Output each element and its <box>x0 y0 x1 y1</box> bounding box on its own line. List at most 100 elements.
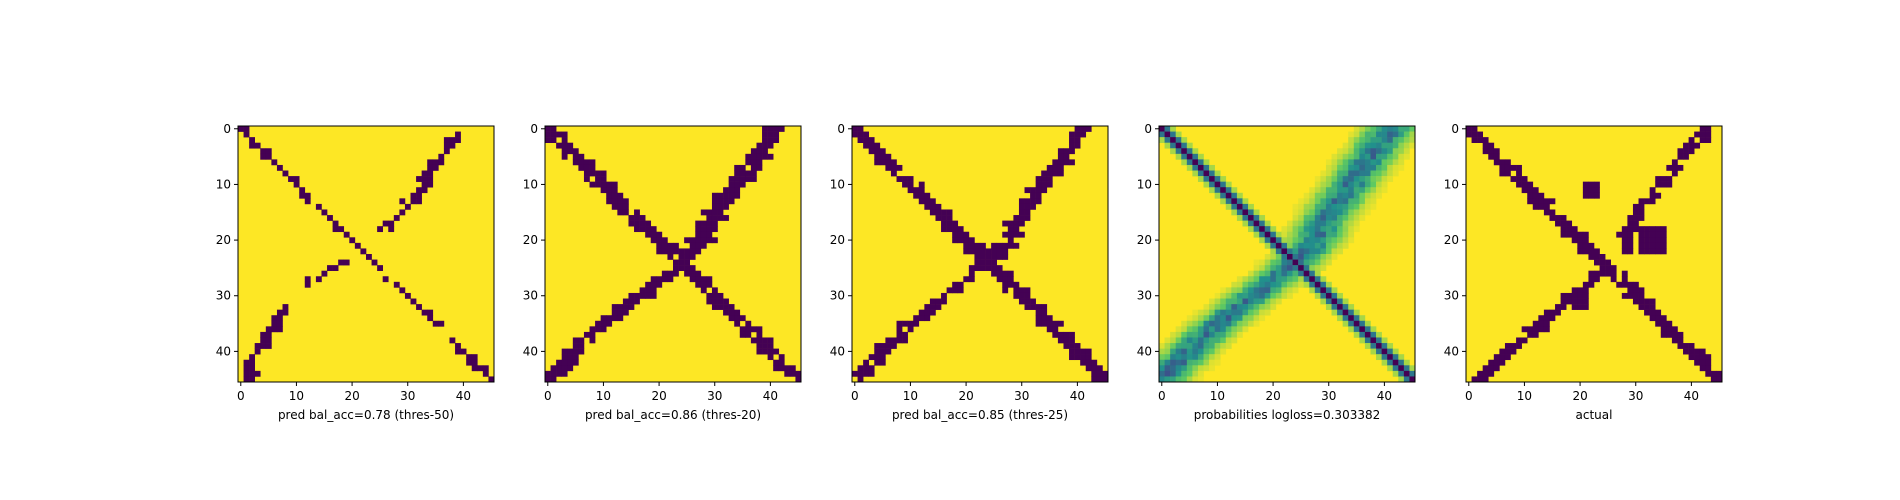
heatmap-cell <box>1370 142 1377 149</box>
heatmap-cell <box>1253 292 1260 299</box>
x-axis-label: pred bal_acc=0.86 (thres-20) <box>585 408 761 422</box>
heatmap-cell <box>1063 337 1070 344</box>
heatmap-cell <box>1320 203 1327 210</box>
heatmap-cell <box>1510 348 1517 355</box>
heatmap-cell <box>1069 343 1075 349</box>
heatmap-cell <box>784 370 791 377</box>
heatmap-cell <box>678 265 685 271</box>
heatmap-cell <box>717 192 724 199</box>
heatmap-cell <box>421 181 428 188</box>
heatmap-cell <box>1381 164 1388 171</box>
heatmap-cell <box>1074 142 1081 149</box>
heatmap-cell <box>1325 248 1332 255</box>
heatmap-cell <box>1337 248 1343 255</box>
heatmap-cell <box>1392 142 1399 149</box>
heatmap-cell <box>1298 198 1304 205</box>
heatmap-cell <box>639 287 646 294</box>
heatmap-cell <box>1560 304 1567 310</box>
heatmap-cell <box>728 315 735 322</box>
heatmap-cell <box>1705 370 1712 377</box>
heatmap-cell <box>1220 343 1227 349</box>
heatmap-cell <box>706 215 713 221</box>
heatmap-cell <box>1627 287 1634 294</box>
heatmap-cell <box>739 326 746 333</box>
heatmap-cell <box>1309 276 1316 283</box>
heatmap-cell <box>1477 131 1483 138</box>
heatmap-cell <box>561 142 568 149</box>
heatmap-cell <box>1231 203 1238 210</box>
heatmap-cell <box>700 276 707 283</box>
heatmap-cell <box>1309 209 1316 216</box>
heatmap-cell <box>1348 304 1355 310</box>
heatmap-cell <box>863 131 869 138</box>
heatmap-cell <box>1364 337 1371 344</box>
heatmap-cell <box>980 254 986 260</box>
heatmap-cell <box>567 365 574 372</box>
heatmap-cell <box>1482 376 1489 383</box>
heatmap-cell <box>583 159 590 166</box>
heatmap-cell <box>1225 326 1232 333</box>
heatmap-cell <box>1309 287 1316 294</box>
x-axis-label: pred bal_acc=0.78 (thres-50) <box>278 408 454 422</box>
heatmap-cell <box>1621 231 1628 238</box>
heatmap-cell <box>1337 220 1343 227</box>
heatmap-cell <box>1348 159 1355 166</box>
heatmap-cell <box>1353 320 1360 327</box>
heatmap-cell <box>254 142 261 149</box>
heatmap-cell <box>1671 170 1678 177</box>
heatmap-cell <box>1527 198 1534 205</box>
heatmap-cell <box>1331 231 1338 238</box>
heatmap-cell <box>1571 231 1578 238</box>
heatmap-cell <box>572 354 579 361</box>
heatmap-cell <box>1309 215 1316 221</box>
heatmap-cell <box>1387 159 1394 166</box>
x-axis-label: pred bal_acc=0.85 (thres-25) <box>892 408 1068 422</box>
heatmap-cell <box>1046 326 1053 333</box>
heatmap-cell <box>645 292 652 299</box>
heatmap-cell <box>1538 315 1545 322</box>
heatmap-cell <box>1186 348 1193 355</box>
heatmap-cell <box>1660 248 1667 255</box>
heatmap-cell <box>1314 181 1321 188</box>
heatmap-cell <box>1353 309 1360 316</box>
heatmap-cell <box>634 215 640 221</box>
heatmap-cell <box>1588 281 1595 288</box>
heatmap-cell <box>868 137 875 143</box>
heatmap-cell <box>879 348 886 355</box>
heatmap-cell <box>1248 304 1254 310</box>
heatmap-cell <box>874 343 881 349</box>
heatmap-cell <box>1516 176 1522 182</box>
heatmap-cell <box>338 259 345 266</box>
heatmap-cell <box>1314 176 1321 182</box>
heatmap-cell <box>1248 309 1254 316</box>
heatmap-cell <box>1577 298 1584 305</box>
heatmap-cell <box>1192 343 1199 349</box>
heatmap-cell <box>1348 164 1355 171</box>
heatmap-cell <box>1325 292 1332 299</box>
heatmap-cell <box>1209 365 1215 372</box>
heatmap-cell <box>890 170 897 177</box>
heatmap-cell <box>1392 148 1399 155</box>
heatmap-cell <box>1392 170 1399 177</box>
heatmap-cell <box>299 192 306 199</box>
heatmap-cell <box>1504 164 1511 171</box>
heatmap-cell <box>1203 354 1210 361</box>
heatmap-cell <box>1225 298 1232 305</box>
heatmap-cell <box>1342 176 1349 182</box>
heatmap-cell <box>700 281 707 288</box>
heatmap-cell <box>622 309 629 316</box>
heatmap-cell <box>1621 242 1628 249</box>
heatmap-cell <box>1364 343 1371 349</box>
heatmap-cell <box>941 220 947 227</box>
heatmap-cell <box>1482 142 1489 149</box>
heatmap-cell <box>343 231 350 238</box>
heatmap-cell <box>1387 365 1394 372</box>
heatmap-cell <box>857 137 864 143</box>
heatmap-cell <box>427 164 434 171</box>
heatmap-cell <box>1359 148 1366 155</box>
heatmap-cell <box>1638 287 1645 294</box>
heatmap-cell <box>1387 137 1394 143</box>
heatmap-cell <box>1649 226 1656 233</box>
heatmap-cell <box>1186 315 1193 322</box>
heatmap-cell <box>1348 187 1355 194</box>
